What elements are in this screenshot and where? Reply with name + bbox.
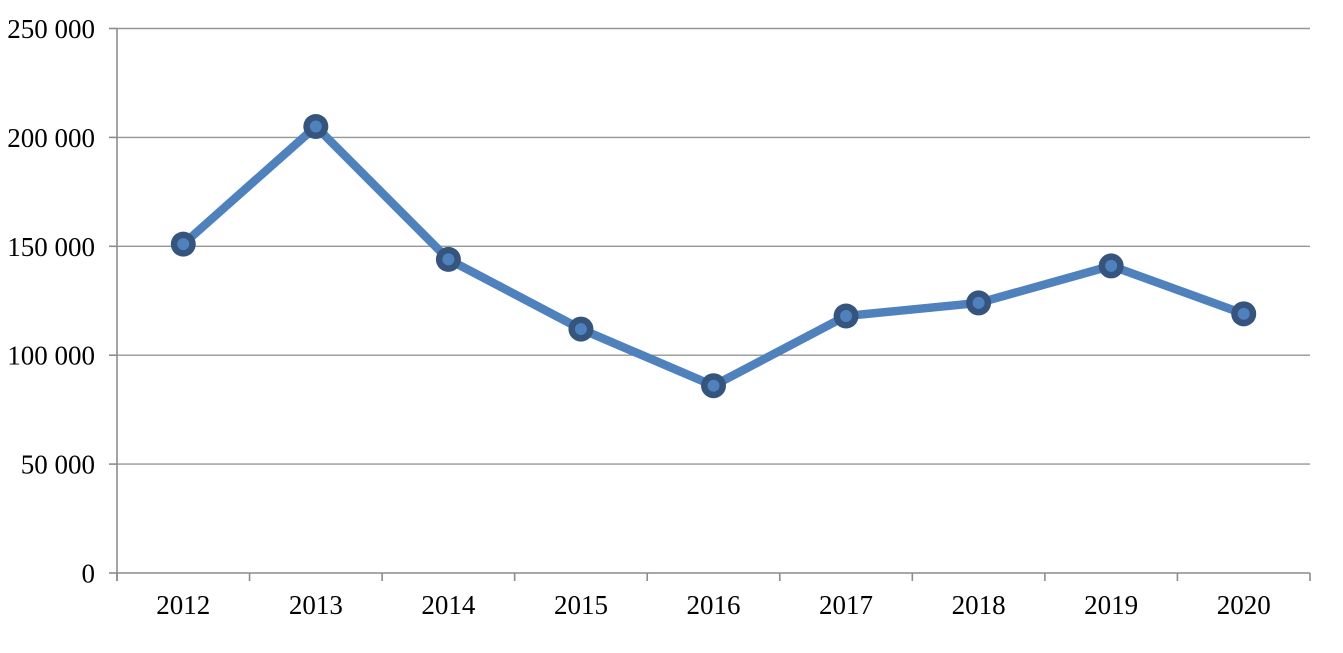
data-point-marker-center bbox=[1237, 307, 1250, 320]
y-tick-label: 0 bbox=[82, 559, 96, 589]
series-line bbox=[179, 122, 1248, 390]
data-point-marker-center bbox=[972, 296, 985, 309]
data-point-marker-center bbox=[1105, 259, 1118, 272]
x-tick-label: 2016 bbox=[687, 590, 741, 620]
data-point-marker-center bbox=[309, 120, 322, 133]
data-point-marker-center bbox=[574, 323, 587, 336]
x-tick-label: 2014 bbox=[421, 590, 476, 620]
y-tick-label: 250 000 bbox=[7, 14, 95, 44]
x-tick-label: 2020 bbox=[1217, 590, 1271, 620]
x-tick-label: 2019 bbox=[1084, 590, 1138, 620]
data-point-marker-center bbox=[707, 379, 720, 392]
data-point-marker-center bbox=[177, 238, 190, 251]
y-tick-label: 100 000 bbox=[7, 341, 95, 371]
y-tick-label: 50 000 bbox=[21, 450, 95, 480]
x-tick-label: 2018 bbox=[952, 590, 1006, 620]
data-point-marker-center bbox=[442, 253, 455, 266]
x-tick-label: 2017 bbox=[819, 590, 873, 620]
y-tick-label: 200 000 bbox=[7, 123, 95, 153]
y-tick-label: 150 000 bbox=[7, 232, 95, 262]
data-point-marker-center bbox=[840, 309, 853, 322]
x-tick-label: 2015 bbox=[554, 590, 608, 620]
x-tick-label: 2012 bbox=[156, 590, 210, 620]
x-tick-label: 2013 bbox=[289, 590, 343, 620]
